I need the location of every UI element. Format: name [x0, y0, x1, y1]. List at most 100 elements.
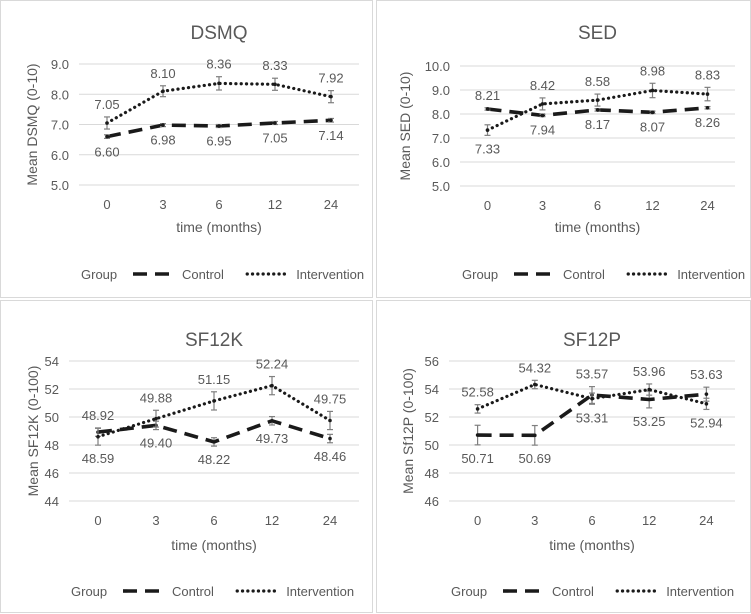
data-label: 51.15: [198, 372, 231, 387]
data-point: [329, 118, 333, 123]
y-tick-label: 46: [45, 466, 59, 481]
data-label: 6.60: [94, 144, 119, 159]
y-tick-label: 6.0: [51, 148, 69, 163]
y-tick-label: 52: [45, 382, 59, 397]
x-tick-label: 6: [594, 198, 601, 213]
data-label: 48.59: [82, 451, 115, 466]
data-label: 6.95: [206, 134, 231, 149]
data-label: 8.83: [695, 67, 720, 82]
chart-panel-sf12p: SF12P 46 48 50 52 54 56 0 3 6 12 24 time (months) Mea…: [376, 300, 751, 613]
data-label: 49.88: [140, 390, 173, 405]
series-line-control: [477, 392, 707, 438]
y-tick-label: 6.0: [432, 155, 450, 170]
data-point: [533, 433, 537, 438]
data-point: [217, 81, 221, 86]
data-label: 50.71: [461, 451, 494, 466]
chart-svg: DSMQ 5.0 6.0 7.0 8.0 9.0 0 3 6 12 24 time (months) M…: [24, 23, 364, 282]
data-point: [595, 108, 600, 112]
y-tick-label: 5.0: [432, 179, 450, 194]
x-tick-label: 6: [210, 513, 217, 528]
data-point: [212, 440, 216, 444]
y-tick-label: 50: [45, 410, 59, 425]
chart-svg: SED 5.0 6.0 7.0 8.0 9.0 10.0 0 3 6 12 24 time (month…: [397, 23, 745, 282]
x-tick-label: 12: [645, 198, 659, 213]
data-point: [540, 102, 545, 106]
y-tick-label: 56: [425, 354, 439, 369]
chart-panel-sf12k: SF12K 44 46 48 50 52 54 0 3 6 12 24 time (months) Mea…: [0, 300, 373, 613]
data-label: 8.17: [585, 117, 610, 132]
chart-panel-dsmq: DSMQ 5.0 6.0 7.0 8.0 9.0 0 3 6 12 24 time (months) M…: [0, 0, 373, 298]
x-tick-label: 24: [323, 513, 337, 528]
legend-label: Intervention: [666, 584, 734, 599]
data-point: [328, 436, 332, 441]
data-point: [270, 418, 274, 423]
data-label: 52.24: [256, 357, 289, 372]
x-tick-label: 6: [588, 513, 595, 528]
y-tick-label: 50: [425, 438, 439, 453]
data-label: 8.26: [695, 115, 720, 130]
chart-panel-sed: SED 5.0 6.0 7.0 8.0 9.0 10.0 0 3 6 12 24 time (month…: [376, 0, 751, 298]
data-point: [650, 110, 655, 115]
x-tick-label: 3: [152, 513, 159, 528]
data-point: [270, 383, 274, 388]
x-tick-label: 3: [531, 513, 538, 528]
data-point: [595, 98, 600, 102]
y-tick-label: 7.0: [51, 118, 69, 133]
data-point: [105, 121, 109, 125]
data-point: [540, 113, 545, 118]
legend-label: Intervention: [677, 267, 745, 282]
y-tick-label: 9.0: [51, 57, 69, 72]
data-label: 53.96: [633, 364, 666, 379]
data-label: 7.05: [94, 97, 119, 112]
data-point: [705, 92, 710, 96]
data-label: 8.21: [475, 88, 500, 103]
data-label: 8.36: [206, 57, 231, 72]
x-tick-label: 24: [700, 198, 714, 213]
data-point: [96, 434, 100, 439]
data-label: 7.05: [262, 131, 287, 146]
legend-label: Control: [182, 267, 224, 282]
data-point: [485, 128, 490, 132]
y-tick-label: 48: [425, 466, 439, 481]
x-tick-label: 12: [265, 513, 279, 528]
data-label: 7.14: [318, 128, 343, 143]
y-axis-title: Mean SED (0-10): [397, 72, 413, 181]
y-tick-label: 5.0: [51, 178, 69, 193]
legend-label: Control: [563, 267, 605, 282]
x-tick-label: 0: [484, 198, 491, 213]
data-label: 7.94: [530, 123, 555, 138]
x-tick-label: 12: [268, 197, 282, 212]
legend-title: Group: [81, 267, 117, 282]
y-axis-title: Mean Sf12P (0-100): [400, 368, 416, 494]
data-point: [273, 121, 277, 125]
data-point: [647, 397, 651, 402]
x-axis-title: time (months): [549, 537, 635, 553]
data-label: 48.92: [82, 408, 115, 423]
data-point: [533, 382, 537, 387]
data-label: 54.32: [519, 360, 552, 375]
data-label: 53.25: [633, 414, 666, 429]
legend-label: Control: [172, 584, 214, 599]
x-axis-title: time (months): [171, 537, 257, 553]
x-tick-label: 24: [324, 197, 338, 212]
legend-label: Intervention: [286, 584, 354, 599]
data-label: 8.42: [530, 78, 555, 93]
data-point: [217, 124, 221, 128]
data-point: [161, 123, 165, 127]
data-label: 52.94: [690, 415, 723, 430]
y-tick-label: 7.0: [432, 131, 450, 146]
data-point: [704, 392, 709, 396]
data-label: 53.63: [690, 367, 723, 382]
legend-title: Group: [71, 584, 107, 599]
data-point: [705, 105, 710, 110]
x-axis-title: time (months): [176, 219, 262, 235]
data-label: 53.31: [576, 410, 609, 425]
data-point: [475, 433, 480, 437]
data-point: [105, 134, 109, 139]
data-point: [328, 418, 332, 423]
y-tick-label: 54: [425, 382, 439, 397]
chart-title: SF12P: [563, 330, 621, 351]
data-label: 52.58: [461, 385, 494, 400]
x-axis-title: time (months): [555, 219, 641, 235]
x-tick-label: 12: [642, 513, 656, 528]
